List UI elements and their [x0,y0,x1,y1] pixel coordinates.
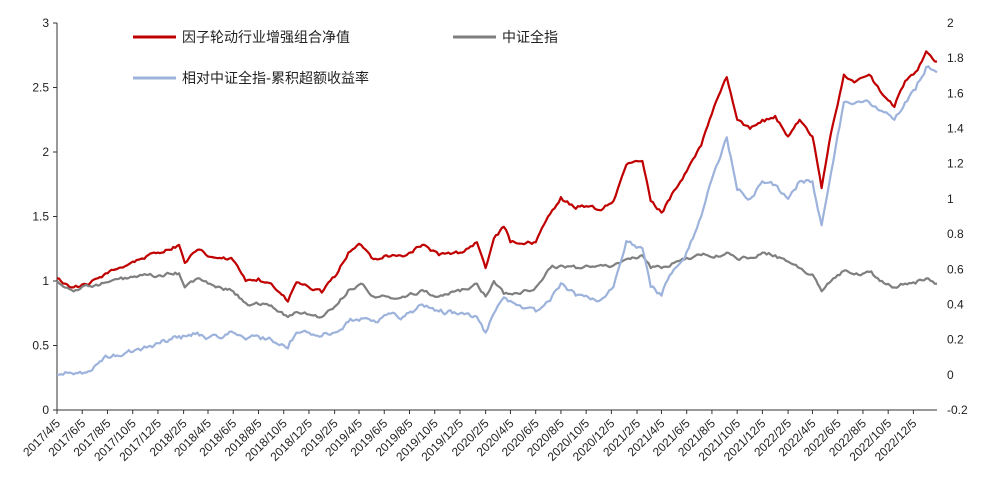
legend-label-portfolio-nav: 因子轮动行业增强组合净值 [182,30,350,46]
y-right-tick-label: 2 [947,16,954,30]
y-left-tick-label: 3 [42,16,49,30]
series-line-2 [56,65,938,376]
y-right-tick-label: 0.4 [947,297,964,311]
y-right-tick-label: 0.6 [947,262,964,276]
legend-item-excess-return: 相对中证全指-累积超额收益率 [133,70,369,87]
y-right-tick-label: 1.8 [947,51,964,65]
axes: 0 0.5 1 1.5 2 2.5 3 -0.2 0 0.2 0.4 0.6 0.8 1 1.2 1.4 1.6… [20,16,968,464]
y-left-tick-label: 1.5 [32,210,49,224]
legend-label-csi-all-share: 中证全指 [502,29,558,46]
y-right-tick-label: 0.8 [947,227,964,241]
y-right-tick-label: 1 [947,192,954,206]
y-right-tick-label: 1.2 [947,157,964,171]
y-right-tick-label: -0.2 [947,403,968,417]
y-right-tick-label: 0.2 [947,333,964,347]
y-right-tick-label: 1.4 [947,122,964,136]
legend-label-excess-return: 相对中证全指-累积超额收益率 [182,70,369,87]
series-lines [56,50,938,376]
series-line-1 [56,251,938,319]
legend: 因子轮动行业增强组合净值 中证全指 相对中证全指-累积超额收益率 [133,29,558,87]
legend-item-portfolio-nav: 因子轮动行业增强组合净值 [133,30,350,46]
y-left-tick-label: 0.5 [32,339,49,353]
y-left-tick-label: 1 [42,274,49,288]
y-right-tick-label: 1.6 [947,86,964,100]
legend-item-csi-all-share: 中证全指 [453,29,558,46]
y-left-tick-label: 0 [42,403,49,417]
y-left-tick-label: 2 [42,145,49,159]
y-right-tick-label: 0 [947,368,954,382]
series-line-0 [56,50,938,303]
y-left-tick-label: 2.5 [32,81,49,95]
